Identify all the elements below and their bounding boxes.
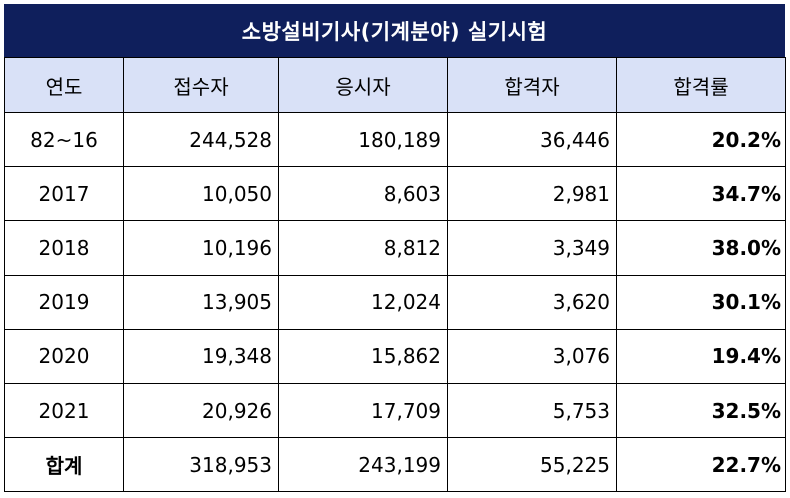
passers-cell: 36,446 <box>447 111 617 168</box>
table-row: 2017 10,050 8,603 2,981 34.7% <box>4 166 786 222</box>
table-title: 소방설비기사(기계분야) 실기시험 <box>4 4 785 57</box>
total-passers-cell: 55,225 <box>447 437 617 493</box>
pass-rate-cell: 30.1% <box>616 274 786 330</box>
header-pass-rate: 합격률 <box>616 57 786 113</box>
applicants-cell: 20,926 <box>123 382 279 439</box>
applicants-cell: 13,905 <box>123 274 279 330</box>
passers-cell: 2,981 <box>447 166 617 222</box>
applicants-cell: 19,348 <box>123 328 279 384</box>
header-applicants: 접수자 <box>123 57 279 113</box>
examinees-cell: 180,189 <box>278 111 448 168</box>
examinees-cell: 17,709 <box>278 382 448 439</box>
year-cell: 2018 <box>4 220 124 276</box>
stats-table-container: 소방설비기사(기계분야) 실기시험 연도 접수자 응시자 합격자 합격률 82~… <box>4 4 786 493</box>
total-row: 합계 318,953 243,199 55,225 22.7% <box>4 437 786 493</box>
applicants-cell: 244,528 <box>123 111 279 168</box>
table-row: 82~16 244,528 180,189 36,446 20.2% <box>4 111 786 168</box>
examinees-cell: 15,862 <box>278 328 448 384</box>
total-applicants-cell: 318,953 <box>123 437 279 493</box>
applicants-cell: 10,196 <box>123 220 279 276</box>
pass-rate-cell: 34.7% <box>616 166 786 222</box>
passers-cell: 3,349 <box>447 220 617 276</box>
header-row: 연도 접수자 응시자 합격자 합격률 <box>4 57 786 113</box>
pass-rate-cell: 32.5% <box>616 382 786 439</box>
header-year: 연도 <box>4 57 124 113</box>
exam-stats-table: 연도 접수자 응시자 합격자 합격률 82~16 244,528 180,189… <box>4 57 786 493</box>
header-passers: 합격자 <box>447 57 617 113</box>
applicants-cell: 10,050 <box>123 166 279 222</box>
pass-rate-cell: 38.0% <box>616 220 786 276</box>
examinees-cell: 8,603 <box>278 166 448 222</box>
pass-rate-cell: 20.2% <box>616 111 786 168</box>
table-row: 2021 20,926 17,709 5,753 32.5% <box>4 382 786 439</box>
table-row: 2020 19,348 15,862 3,076 19.4% <box>4 328 786 384</box>
table-row: 2019 13,905 12,024 3,620 30.1% <box>4 274 786 330</box>
year-cell: 2020 <box>4 328 124 384</box>
total-pass-rate-cell: 22.7% <box>616 437 786 493</box>
year-cell: 2019 <box>4 274 124 330</box>
table-row: 2018 10,196 8,812 3,349 38.0% <box>4 220 786 276</box>
total-label-cell: 합계 <box>4 437 124 493</box>
examinees-cell: 8,812 <box>278 220 448 276</box>
passers-cell: 3,620 <box>447 274 617 330</box>
examinees-cell: 12,024 <box>278 274 448 330</box>
passers-cell: 5,753 <box>447 382 617 439</box>
year-cell: 2017 <box>4 166 124 222</box>
passers-cell: 3,076 <box>447 328 617 384</box>
total-examinees-cell: 243,199 <box>278 437 448 493</box>
year-cell: 2021 <box>4 382 124 439</box>
year-cell: 82~16 <box>4 111 124 168</box>
header-examinees: 응시자 <box>278 57 448 113</box>
pass-rate-cell: 19.4% <box>616 328 786 384</box>
